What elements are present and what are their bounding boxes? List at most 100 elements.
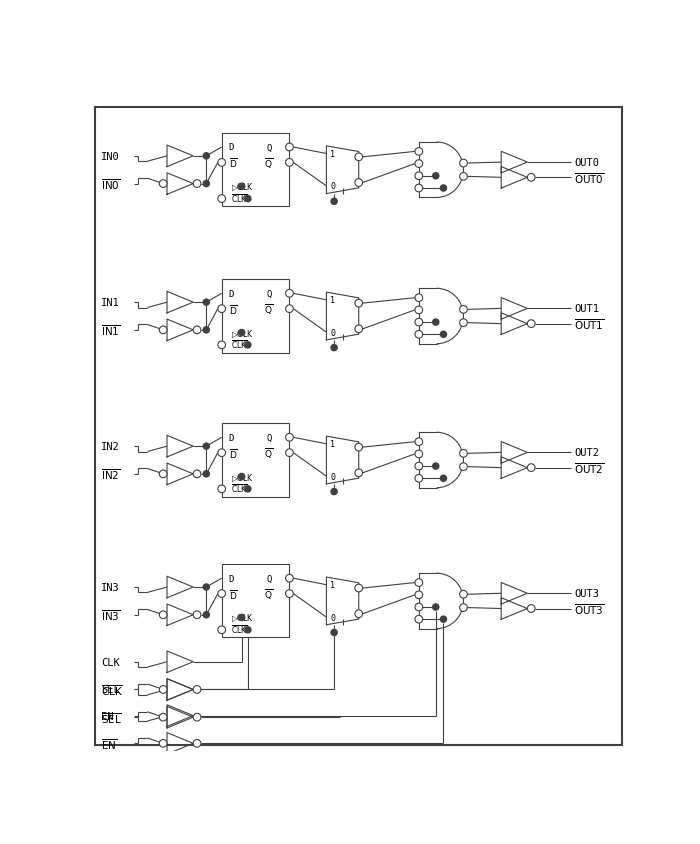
Circle shape bbox=[355, 585, 363, 592]
Circle shape bbox=[245, 627, 251, 633]
Circle shape bbox=[415, 306, 423, 314]
Text: $\triangleright$CLK: $\triangleright$CLK bbox=[231, 471, 253, 483]
Text: $\overline{\mathrm{CLK}}$: $\overline{\mathrm{CLK}}$ bbox=[231, 339, 248, 351]
Text: $\overline{\mathrm{Q}}$: $\overline{\mathrm{Q}}$ bbox=[264, 302, 273, 316]
Text: 1: 1 bbox=[330, 581, 335, 589]
Text: OUT3: OUT3 bbox=[574, 588, 599, 598]
Circle shape bbox=[440, 616, 447, 623]
Circle shape bbox=[286, 160, 293, 167]
Circle shape bbox=[203, 300, 209, 306]
Circle shape bbox=[355, 444, 363, 452]
Circle shape bbox=[160, 470, 167, 479]
Circle shape bbox=[415, 331, 423, 338]
Text: $\overline{\mathrm{IN3}}$: $\overline{\mathrm{IN3}}$ bbox=[101, 608, 120, 622]
Circle shape bbox=[415, 185, 423, 192]
Circle shape bbox=[433, 463, 439, 469]
Circle shape bbox=[460, 160, 468, 168]
Circle shape bbox=[415, 160, 423, 168]
Text: $\overline{\mathrm{D}}$: $\overline{\mathrm{D}}$ bbox=[229, 446, 237, 460]
Circle shape bbox=[331, 199, 337, 205]
Circle shape bbox=[218, 306, 225, 313]
Text: $\overline{\mathrm{Q}}$: $\overline{\mathrm{Q}}$ bbox=[264, 587, 273, 601]
Text: $\overline{\mathrm{Q}}$: $\overline{\mathrm{Q}}$ bbox=[264, 156, 273, 170]
Circle shape bbox=[286, 575, 293, 582]
Circle shape bbox=[245, 343, 251, 349]
Text: IN1: IN1 bbox=[101, 298, 120, 308]
Circle shape bbox=[218, 485, 225, 493]
FancyBboxPatch shape bbox=[222, 134, 290, 207]
FancyBboxPatch shape bbox=[222, 565, 290, 638]
Circle shape bbox=[527, 464, 535, 472]
Text: Q: Q bbox=[266, 143, 272, 152]
Circle shape bbox=[160, 181, 167, 188]
Circle shape bbox=[203, 444, 209, 450]
Text: $\overline{\mathrm{CLK}}$: $\overline{\mathrm{CLK}}$ bbox=[101, 682, 122, 697]
Circle shape bbox=[415, 463, 423, 470]
Circle shape bbox=[160, 327, 167, 334]
Text: Q: Q bbox=[266, 433, 272, 442]
Text: $\overline{\mathrm{OUT1}}$: $\overline{\mathrm{OUT1}}$ bbox=[574, 316, 605, 332]
Circle shape bbox=[355, 154, 363, 161]
Text: $\overline{\mathrm{CLK}}$: $\overline{\mathrm{CLK}}$ bbox=[231, 624, 248, 636]
Circle shape bbox=[193, 686, 201, 694]
Circle shape bbox=[433, 604, 439, 610]
Text: 0: 0 bbox=[330, 328, 335, 338]
Circle shape bbox=[203, 154, 209, 160]
Circle shape bbox=[160, 611, 167, 619]
Text: $\overline{\mathrm{CLK}}$: $\overline{\mathrm{CLK}}$ bbox=[231, 484, 248, 495]
Circle shape bbox=[218, 342, 225, 349]
Circle shape bbox=[218, 196, 225, 203]
Circle shape bbox=[286, 290, 293, 298]
Text: $\overline{\mathrm{IN2}}$: $\overline{\mathrm{IN2}}$ bbox=[101, 467, 120, 482]
Circle shape bbox=[239, 330, 245, 336]
FancyBboxPatch shape bbox=[222, 424, 290, 497]
Circle shape bbox=[460, 306, 468, 314]
Text: $\overline{\mathrm{OUT2}}$: $\overline{\mathrm{OUT2}}$ bbox=[574, 461, 605, 475]
Text: 0: 0 bbox=[330, 613, 335, 622]
Text: $\overline{\mathrm{EN}}$: $\overline{\mathrm{EN}}$ bbox=[101, 736, 117, 751]
Circle shape bbox=[415, 451, 423, 458]
Text: Q: Q bbox=[266, 574, 272, 583]
Text: 1: 1 bbox=[330, 150, 335, 159]
Circle shape bbox=[193, 713, 201, 721]
Circle shape bbox=[527, 174, 535, 182]
Text: D: D bbox=[229, 289, 234, 299]
Circle shape bbox=[415, 603, 423, 611]
Circle shape bbox=[460, 463, 468, 471]
Text: $\overline{\mathrm{OUT3}}$: $\overline{\mathrm{OUT3}}$ bbox=[574, 602, 605, 616]
Circle shape bbox=[193, 470, 201, 479]
Text: 1: 1 bbox=[330, 296, 335, 305]
Text: IN3: IN3 bbox=[101, 582, 120, 592]
Text: $\overline{\mathrm{Q}}$: $\overline{\mathrm{Q}}$ bbox=[264, 446, 273, 461]
Text: $\overline{\mathrm{SEL}}$: $\overline{\mathrm{SEL}}$ bbox=[101, 710, 122, 725]
Circle shape bbox=[203, 612, 209, 618]
Circle shape bbox=[415, 475, 423, 483]
Text: CLK: CLK bbox=[101, 657, 120, 667]
Circle shape bbox=[286, 306, 293, 313]
Circle shape bbox=[203, 181, 209, 187]
Text: $\triangleright$CLK: $\triangleright$CLK bbox=[231, 612, 253, 624]
Circle shape bbox=[245, 197, 251, 203]
Text: $\overline{\mathrm{IN0}}$: $\overline{\mathrm{IN0}}$ bbox=[101, 177, 120, 192]
Circle shape bbox=[460, 591, 468, 598]
Text: $\overline{\mathrm{D}}$: $\overline{\mathrm{D}}$ bbox=[229, 302, 237, 316]
Circle shape bbox=[415, 615, 423, 624]
Circle shape bbox=[203, 584, 209, 591]
Circle shape bbox=[415, 149, 423, 156]
Circle shape bbox=[193, 739, 201, 747]
Text: 1: 1 bbox=[330, 440, 335, 449]
Circle shape bbox=[460, 450, 468, 457]
Circle shape bbox=[286, 590, 293, 598]
Text: OUT0: OUT0 bbox=[574, 158, 599, 168]
Circle shape bbox=[239, 184, 245, 190]
Text: D: D bbox=[229, 574, 234, 583]
Text: IN2: IN2 bbox=[101, 441, 120, 452]
Circle shape bbox=[160, 713, 167, 721]
Circle shape bbox=[440, 186, 447, 192]
Circle shape bbox=[193, 611, 201, 619]
Circle shape bbox=[415, 592, 423, 599]
Circle shape bbox=[331, 489, 337, 495]
Circle shape bbox=[355, 300, 363, 307]
Circle shape bbox=[286, 449, 293, 457]
Circle shape bbox=[460, 604, 468, 612]
